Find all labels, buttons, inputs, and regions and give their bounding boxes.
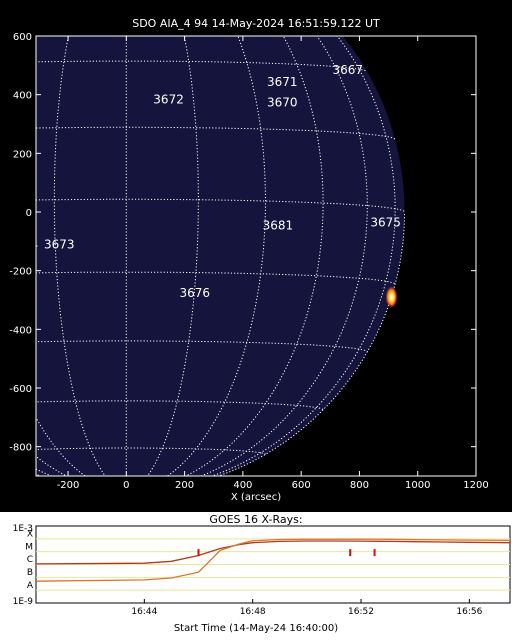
goes-x-tick-label: 16:52: [348, 607, 374, 617]
region-label: 3674: [8, 238, 39, 252]
region-label: 3673: [44, 238, 75, 252]
grid-parallel: [36, 271, 396, 285]
goes-y-label: 1E-3: [13, 524, 33, 534]
goes-event-markers: [197, 549, 376, 557]
region-label: 3672: [153, 92, 184, 106]
goes-y-label: M: [25, 542, 33, 552]
grid-parallel: [36, 447, 266, 455]
y-tick-label: -200: [9, 267, 32, 278]
goes-y-label: B: [27, 568, 33, 578]
y-tick-label: 600: [13, 32, 32, 43]
region-label: 3670: [267, 95, 298, 109]
y-tick-label: 0: [26, 208, 32, 219]
y-tick-label: 400: [13, 91, 32, 102]
goes-flux-line: [35, 540, 511, 565]
x-tick-label: 400: [233, 480, 252, 491]
x-tick-label: 1000: [405, 480, 430, 491]
x-tick-label: 200: [175, 480, 194, 491]
goes-y-label: C: [27, 555, 33, 565]
goes-x-ticks: 16:44 16:48 16:52 16:56: [131, 599, 483, 617]
goes-y-label: A: [27, 581, 34, 591]
y-axis-ticks: 600 400 200 0 -200 -400 -600 -800: [9, 32, 476, 454]
region-label: 3681: [263, 219, 294, 233]
x-tick-label: 800: [350, 480, 369, 491]
grid-parallel: [36, 198, 406, 213]
goes-x-tick-label: 16:48: [240, 607, 266, 617]
goes-flux-line: [35, 538, 511, 582]
solar-plot-frame: [35, 35, 477, 477]
grid-parallel: [36, 126, 396, 140]
grid-meridian: [146, 36, 199, 476]
y-tick-label: -400: [9, 325, 32, 336]
region-label: 3675: [370, 216, 401, 230]
grid-meridian: [53, 36, 106, 476]
goes-level-lines: [36, 538, 510, 591]
x-tick-label: 1200: [463, 480, 488, 491]
goes-y-label: X: [27, 529, 33, 539]
goes-x-tick-label: 16:44: [131, 607, 157, 617]
goes-y-label: 1E-9: [13, 597, 34, 607]
flare-glow: [385, 286, 398, 309]
goes-title: GOES 16 X-Rays:: [209, 513, 302, 526]
x-tick-label: 600: [292, 480, 311, 491]
region-label: 3667: [333, 63, 364, 77]
goes-x-tick-label: 16:56: [456, 607, 482, 617]
y-tick-label: 200: [13, 149, 32, 160]
grid-meridian: [184, 36, 324, 476]
region-label: 3676: [180, 286, 211, 300]
grid-parallel: [0, 5, 323, 13]
y-tick-label: -600: [9, 384, 32, 395]
heliographic-grid: [0, 5, 406, 476]
x-tick-label: 0: [123, 480, 129, 491]
x-axis-ticks: -200 0 200 400 600 800 1000 1200: [57, 36, 489, 491]
goes-xlabel: Start Time (14-May-24 16:40:00): [174, 623, 338, 634]
solar-image-panel: SDO AIA_4 94 14-May-2024 16:51:59.122 UT…: [0, 5, 489, 503]
region-label: 3671: [267, 75, 298, 89]
solar-xlabel: X (arcsec): [231, 492, 281, 503]
grid-meridian: [166, 36, 267, 476]
x-tick-label: -200: [57, 480, 80, 491]
solar-disk: [36, 36, 405, 476]
grid-meridian: [216, 211, 406, 476]
active-region-labels: 3667 3671 3670 3672 3681 3675 3673 3674 3676: [8, 63, 401, 300]
y-tick-label: -800: [9, 443, 32, 454]
grid-parallel: [36, 400, 324, 411]
solar-title: SDO AIA_4 94 14-May-2024 16:51:59.122 UT: [132, 17, 380, 30]
goes-flux-series: [35, 538, 511, 582]
